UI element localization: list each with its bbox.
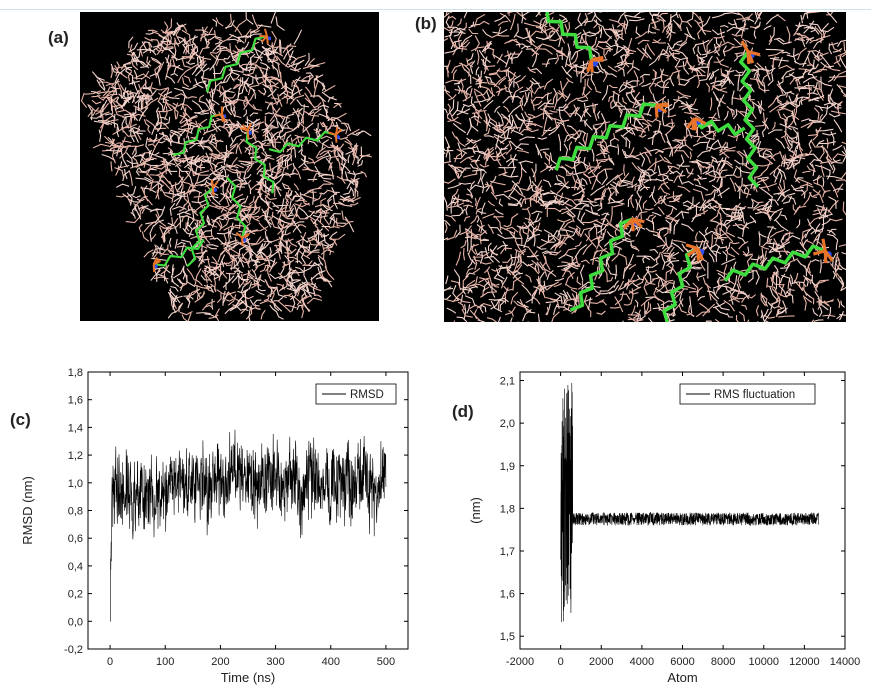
surfactant-chain <box>569 217 645 312</box>
y-tick-label: 1,6 <box>68 395 83 407</box>
panel-label-c: (c) <box>10 410 31 429</box>
x-tick-label: 0 <box>558 656 564 668</box>
surfactant-chain <box>205 28 272 93</box>
plot-frame <box>87 371 409 650</box>
y-tick-label: 2,1 <box>500 376 515 388</box>
solvent-molecules <box>80 12 372 321</box>
y-tick-label: 1,8 <box>500 503 515 515</box>
rmsd-chart: 0 100 200 300 400 500 -0,2 0,0 0,2 0,4 0,6 0,8 1,0 1,… <box>20 367 409 685</box>
legend-box <box>679 383 816 405</box>
y-tick-label: 0,2 <box>68 589 83 601</box>
y-tick-label: 0,4 <box>68 561 83 573</box>
y-tick-label: 1,8 <box>68 367 83 379</box>
y-axis-label: RMSD (nm) <box>20 476 35 545</box>
y-tick-label: 0,0 <box>68 616 83 628</box>
surfactant-chain <box>686 116 746 137</box>
y-tick-label: 1,6 <box>500 589 515 601</box>
legend-box <box>315 383 397 405</box>
x-tick-label: 500 <box>377 656 395 668</box>
surfactant-chain <box>172 106 227 156</box>
y-tick-label: 1,5 <box>500 631 515 643</box>
panel-label-b: (b) <box>415 14 437 33</box>
top-rule <box>0 9 871 10</box>
legend-label: RMSD <box>350 389 384 401</box>
x-tick-label: 400 <box>322 656 340 668</box>
y-axis-label: (nm) <box>468 497 483 524</box>
series-line <box>110 429 387 622</box>
panel-label-a: (a) <box>48 28 69 47</box>
surfactant-chain <box>186 179 219 268</box>
x-tick-label: 100 <box>156 656 174 668</box>
x-tick-label: 2000 <box>589 656 613 668</box>
surfactant-chain <box>738 40 761 188</box>
y-tick-label: 1,7 <box>500 546 515 558</box>
x-tick-label: 300 <box>266 656 284 668</box>
x-tick-label: -2000 <box>506 656 534 668</box>
surfactant-chain <box>662 243 705 322</box>
x-tick-label: 12000 <box>789 656 820 668</box>
panel-label-d: (d) <box>452 402 474 421</box>
legend: RMS fluctuation <box>679 383 816 405</box>
surfactant-chain <box>226 176 250 246</box>
legend: RMSD <box>315 383 397 405</box>
rms-fluctuation-chart: -2000 0 2000 4000 6000 8000 10000 12000 14000 1,5… <box>468 371 861 685</box>
plot-frame <box>519 371 846 650</box>
molecular-snapshot-full-box <box>80 12 379 321</box>
surfactant-chain <box>240 123 275 194</box>
x-tick-label: 10000 <box>748 656 779 668</box>
x-tick-label: 8000 <box>711 656 735 668</box>
y-tick-label: 0,8 <box>68 506 83 518</box>
surfactant-chain <box>545 12 604 73</box>
x-tick-label: 14000 <box>830 656 861 668</box>
y-tick-label: 1,9 <box>500 461 515 473</box>
x-tick-label: 6000 <box>670 656 694 668</box>
y-tick-label: -0,2 <box>64 644 83 656</box>
solvent-molecules <box>444 12 846 322</box>
surfactant-chain <box>723 238 834 282</box>
molecular-snapshot-zoom <box>444 12 846 322</box>
x-axis-label: Atom <box>667 670 697 685</box>
surfactant-chain <box>554 102 669 171</box>
molecular-render-a <box>80 12 372 321</box>
x-tick-label: 4000 <box>630 656 654 668</box>
y-tick-label: 0,6 <box>68 533 83 545</box>
series-line <box>560 382 819 623</box>
y-tick-label: 1,0 <box>68 478 83 490</box>
surfactant-chain <box>152 238 205 273</box>
y-tick-label: 2,0 <box>500 418 515 430</box>
y-tick-label: 1,2 <box>68 450 83 462</box>
surfactant-chain <box>268 127 342 154</box>
x-tick-label: 200 <box>211 656 229 668</box>
y-tick-label: 1,4 <box>68 422 83 434</box>
legend-label: RMS fluctuation <box>714 389 795 401</box>
x-axis-label: Time (ns) <box>221 670 275 685</box>
molecular-render-b <box>444 12 846 322</box>
x-tick-label: 0 <box>107 656 113 668</box>
